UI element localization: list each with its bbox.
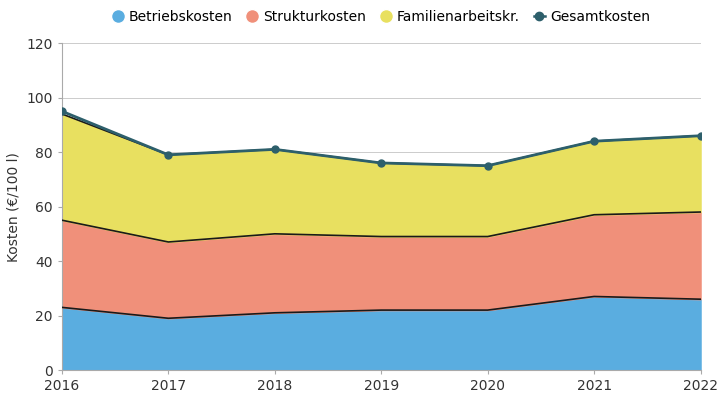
Legend: Betriebskosten, Strukturkosten, Familienarbeitskr., Gesamtkosten: Betriebskosten, Strukturkosten, Familien… (107, 4, 656, 30)
Y-axis label: Kosten (€/100 l): Kosten (€/100 l) (7, 152, 21, 262)
